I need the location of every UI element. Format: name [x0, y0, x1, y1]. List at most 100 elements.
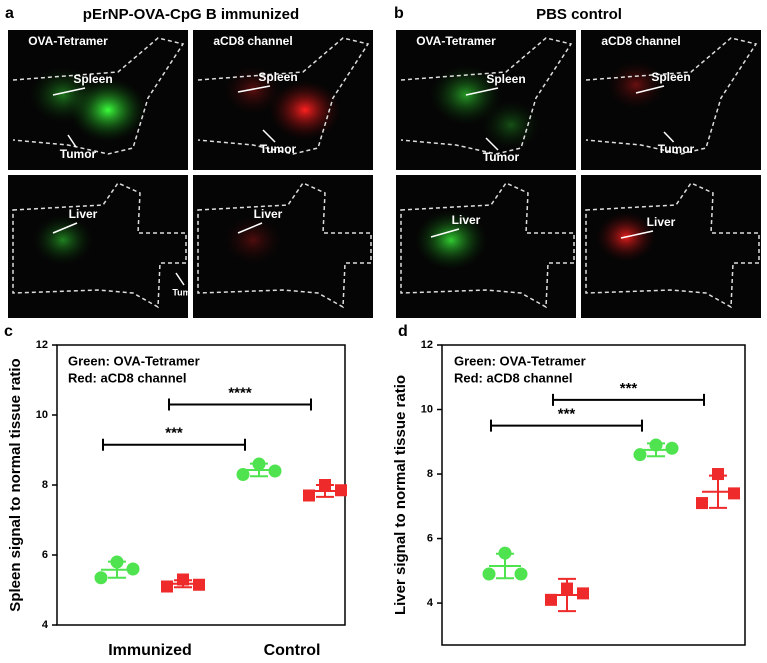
data-point	[303, 489, 315, 502]
legend-text: Red: aCD8 channel	[454, 370, 572, 385]
data-point	[728, 487, 740, 500]
organ-label: Tumor	[60, 147, 97, 161]
significance-label: ****	[228, 384, 252, 401]
signal-glow	[606, 60, 666, 110]
data-point	[236, 468, 250, 481]
significance-bracket	[168, 398, 312, 411]
pointer-arrow	[485, 137, 499, 151]
organ-label: Liver	[452, 213, 481, 227]
data-point	[193, 578, 205, 591]
image-tile: OVA-Tetramer Spleen Tumor	[8, 30, 188, 170]
data-point	[665, 441, 679, 455]
legend-text: Green: OVA-Tetramer	[454, 353, 586, 368]
error-bar	[496, 552, 514, 580]
significance-bracket	[490, 419, 643, 432]
tissue-outline	[197, 37, 370, 155]
significance-label: ***	[165, 425, 183, 442]
image-tile: Liver	[193, 175, 373, 318]
y-tick-label: 6	[427, 532, 433, 544]
pointer-arrow	[465, 87, 499, 96]
image-tile: Liver	[396, 175, 576, 318]
organ-label: Tumor	[483, 150, 520, 164]
pointer-arrow	[620, 230, 654, 239]
signal-glow	[29, 67, 97, 123]
image-tile: Liver Tumor	[8, 175, 200, 318]
y-tick-label: 4	[42, 619, 49, 631]
pointer-arrow	[52, 222, 78, 234]
panel-letter: a	[5, 5, 14, 22]
significance-label: ***	[620, 380, 638, 397]
error-bar	[316, 484, 334, 498]
error-bar	[558, 577, 576, 613]
error-bar	[174, 579, 192, 589]
tissue-outline	[585, 37, 758, 155]
error-bar	[647, 442, 665, 458]
data-point	[545, 593, 557, 606]
signal-glow	[33, 215, 93, 265]
data-point	[268, 464, 282, 478]
pointer-arrow	[262, 129, 276, 143]
panel-letter: b	[394, 5, 404, 22]
organ-label: Tumor	[658, 142, 695, 156]
y-tick-label: 6	[42, 549, 48, 561]
tissue-outline	[585, 182, 760, 309]
tissue-outline	[400, 182, 575, 309]
data-point	[161, 580, 173, 593]
image-tile: aCD8 channel Spleen Tumor	[193, 30, 373, 170]
pointer-arrow	[52, 87, 86, 96]
error-bar	[250, 462, 268, 478]
organ-label: Liver	[254, 207, 283, 221]
tile-background	[193, 175, 373, 318]
y-tick-label: 8	[42, 479, 48, 491]
organ-label: Liver	[647, 215, 676, 229]
image-tile: aCD8 channel Spleen Tumor	[581, 30, 761, 170]
data-point	[482, 567, 496, 581]
data-point	[696, 497, 708, 510]
tissue-outline	[12, 182, 187, 309]
legend-text: Red: aCD8 channel	[68, 370, 186, 385]
x-tick-label: Immunized	[108, 642, 192, 659]
organ-label: Spleen	[651, 70, 690, 84]
tile-background	[581, 30, 761, 170]
data-point	[633, 448, 647, 462]
organ-label: Spleen	[73, 72, 112, 86]
y-axis-label: Liver signal to normal tissue ratio	[392, 375, 409, 615]
data-point	[514, 567, 528, 581]
channel-label: aCD8 channel	[601, 34, 680, 48]
image-tile: Liver	[581, 175, 761, 318]
panel-title: PBS control	[536, 6, 622, 23]
signal-glow	[223, 215, 283, 265]
data-point	[94, 571, 108, 585]
significance-label: ***	[558, 406, 576, 423]
y-tick-label: 4	[427, 597, 434, 609]
pointer-arrow	[175, 272, 185, 286]
significance-bracket	[552, 393, 705, 406]
y-tick-label: 10	[36, 409, 48, 421]
y-tick-label: 12	[36, 339, 48, 351]
pointer-arrow	[67, 134, 77, 148]
signal-glow	[481, 100, 541, 150]
error-bar	[108, 560, 126, 579]
pointer-arrow	[430, 228, 460, 238]
signal-glow	[415, 210, 487, 270]
organ-label: Spleen	[258, 70, 297, 84]
pointer-arrow	[237, 222, 263, 234]
y-axis-label: Spleen signal to normal tissue ratio	[7, 358, 24, 611]
signal-glow	[269, 80, 341, 140]
signal-glow	[223, 65, 283, 115]
plot-frame	[441, 344, 746, 646]
pointer-arrow	[237, 85, 271, 93]
organ-label: Tumor	[172, 287, 200, 297]
channel-label: OVA-Tetramer	[416, 34, 496, 48]
image-tile: OVA-Tetramer Spleen Tumor	[396, 30, 576, 170]
y-tick-label: 8	[427, 468, 433, 480]
tissue-outline	[12, 37, 185, 155]
significance-bracket	[102, 438, 246, 451]
channel-label: OVA-Tetramer	[28, 34, 108, 48]
organ-label: Tumor	[260, 142, 297, 156]
panel-letter: c	[4, 323, 13, 340]
panel-letter: d	[398, 323, 408, 340]
tissue-outline	[197, 182, 372, 309]
organ-label: Liver	[69, 207, 98, 221]
